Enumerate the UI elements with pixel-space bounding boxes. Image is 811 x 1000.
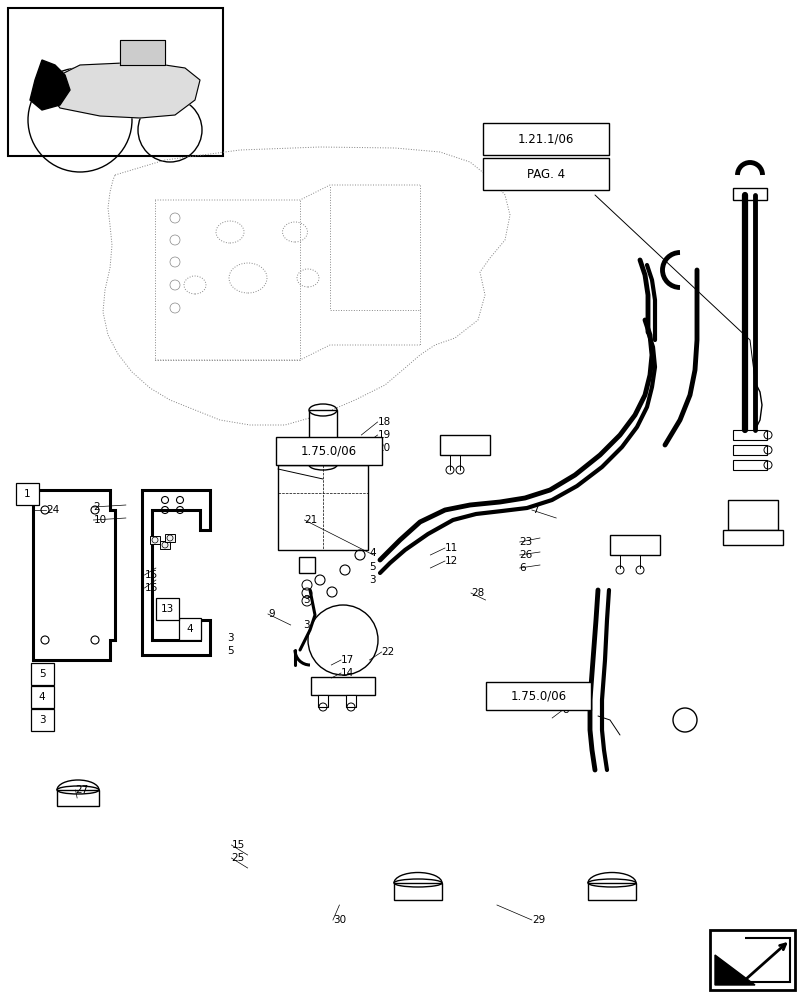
Text: 21: 21: [304, 515, 317, 525]
Text: 4: 4: [187, 624, 193, 634]
Bar: [709, 930, 794, 990]
Text: 9: 9: [268, 609, 274, 619]
Text: 24: 24: [46, 505, 59, 515]
Bar: [587, 883, 635, 900]
Text: 11: 11: [444, 543, 457, 553]
Bar: [8, 8, 223, 156]
Text: 1.75.0/06: 1.75.0/06: [300, 444, 357, 458]
Text: 30: 30: [333, 915, 345, 925]
Bar: [165, 534, 175, 542]
Text: 13: 13: [161, 604, 174, 614]
Bar: [156, 598, 178, 620]
Bar: [160, 541, 169, 549]
Bar: [440, 435, 489, 455]
Bar: [31, 663, 54, 685]
Text: 1: 1: [24, 489, 31, 499]
Text: 2: 2: [93, 502, 100, 512]
Text: 1.75.0/06: 1.75.0/06: [509, 690, 566, 702]
Text: 4: 4: [39, 692, 45, 702]
Text: 26: 26: [519, 550, 532, 560]
Text: 23: 23: [519, 537, 532, 547]
Text: 5: 5: [227, 646, 234, 656]
Bar: [31, 709, 54, 731]
Bar: [732, 460, 766, 470]
Text: 14: 14: [341, 668, 354, 678]
Bar: [345, 695, 355, 707]
Bar: [732, 430, 766, 440]
Text: 22: 22: [381, 647, 394, 657]
Bar: [16, 483, 39, 505]
Bar: [277, 465, 367, 550]
Text: 3: 3: [303, 595, 309, 605]
Bar: [393, 883, 441, 900]
Text: 15: 15: [231, 840, 244, 850]
Text: 20: 20: [377, 443, 390, 453]
Bar: [722, 530, 782, 545]
Text: 29: 29: [531, 915, 544, 925]
Bar: [276, 437, 381, 465]
Polygon shape: [50, 62, 200, 118]
Polygon shape: [714, 955, 754, 985]
Bar: [31, 686, 54, 708]
Text: PAG. 4: PAG. 4: [526, 168, 564, 181]
Bar: [732, 445, 766, 455]
Text: 4: 4: [369, 548, 375, 558]
Text: 5: 5: [39, 669, 45, 679]
Polygon shape: [30, 60, 70, 110]
Bar: [178, 618, 201, 640]
Text: 3: 3: [303, 620, 309, 630]
Text: 16: 16: [144, 583, 157, 593]
Bar: [732, 188, 766, 200]
Bar: [309, 410, 337, 465]
Bar: [609, 535, 659, 555]
Text: 3: 3: [227, 633, 234, 643]
Text: 3: 3: [39, 715, 45, 725]
Bar: [311, 677, 375, 695]
Text: 10: 10: [93, 515, 106, 525]
Text: 19: 19: [377, 430, 390, 440]
Bar: [318, 695, 328, 707]
Bar: [483, 158, 608, 190]
Text: 18: 18: [377, 417, 390, 427]
Text: 28: 28: [470, 588, 483, 598]
Text: 3: 3: [369, 575, 375, 585]
Bar: [150, 536, 160, 544]
Text: 15: 15: [144, 570, 157, 580]
Bar: [727, 500, 777, 530]
Text: 27: 27: [75, 785, 88, 795]
Text: 1.21.1/06: 1.21.1/06: [517, 133, 573, 146]
Bar: [485, 682, 590, 710]
Text: 12: 12: [444, 556, 457, 566]
Text: 6: 6: [519, 563, 526, 573]
Text: 8: 8: [562, 705, 569, 715]
Text: 7: 7: [531, 505, 538, 515]
Bar: [298, 557, 315, 573]
Polygon shape: [120, 40, 165, 65]
Text: 25: 25: [231, 853, 244, 863]
Bar: [57, 790, 99, 806]
Bar: [483, 123, 608, 155]
Text: 5: 5: [369, 562, 375, 572]
Text: 17: 17: [341, 655, 354, 665]
